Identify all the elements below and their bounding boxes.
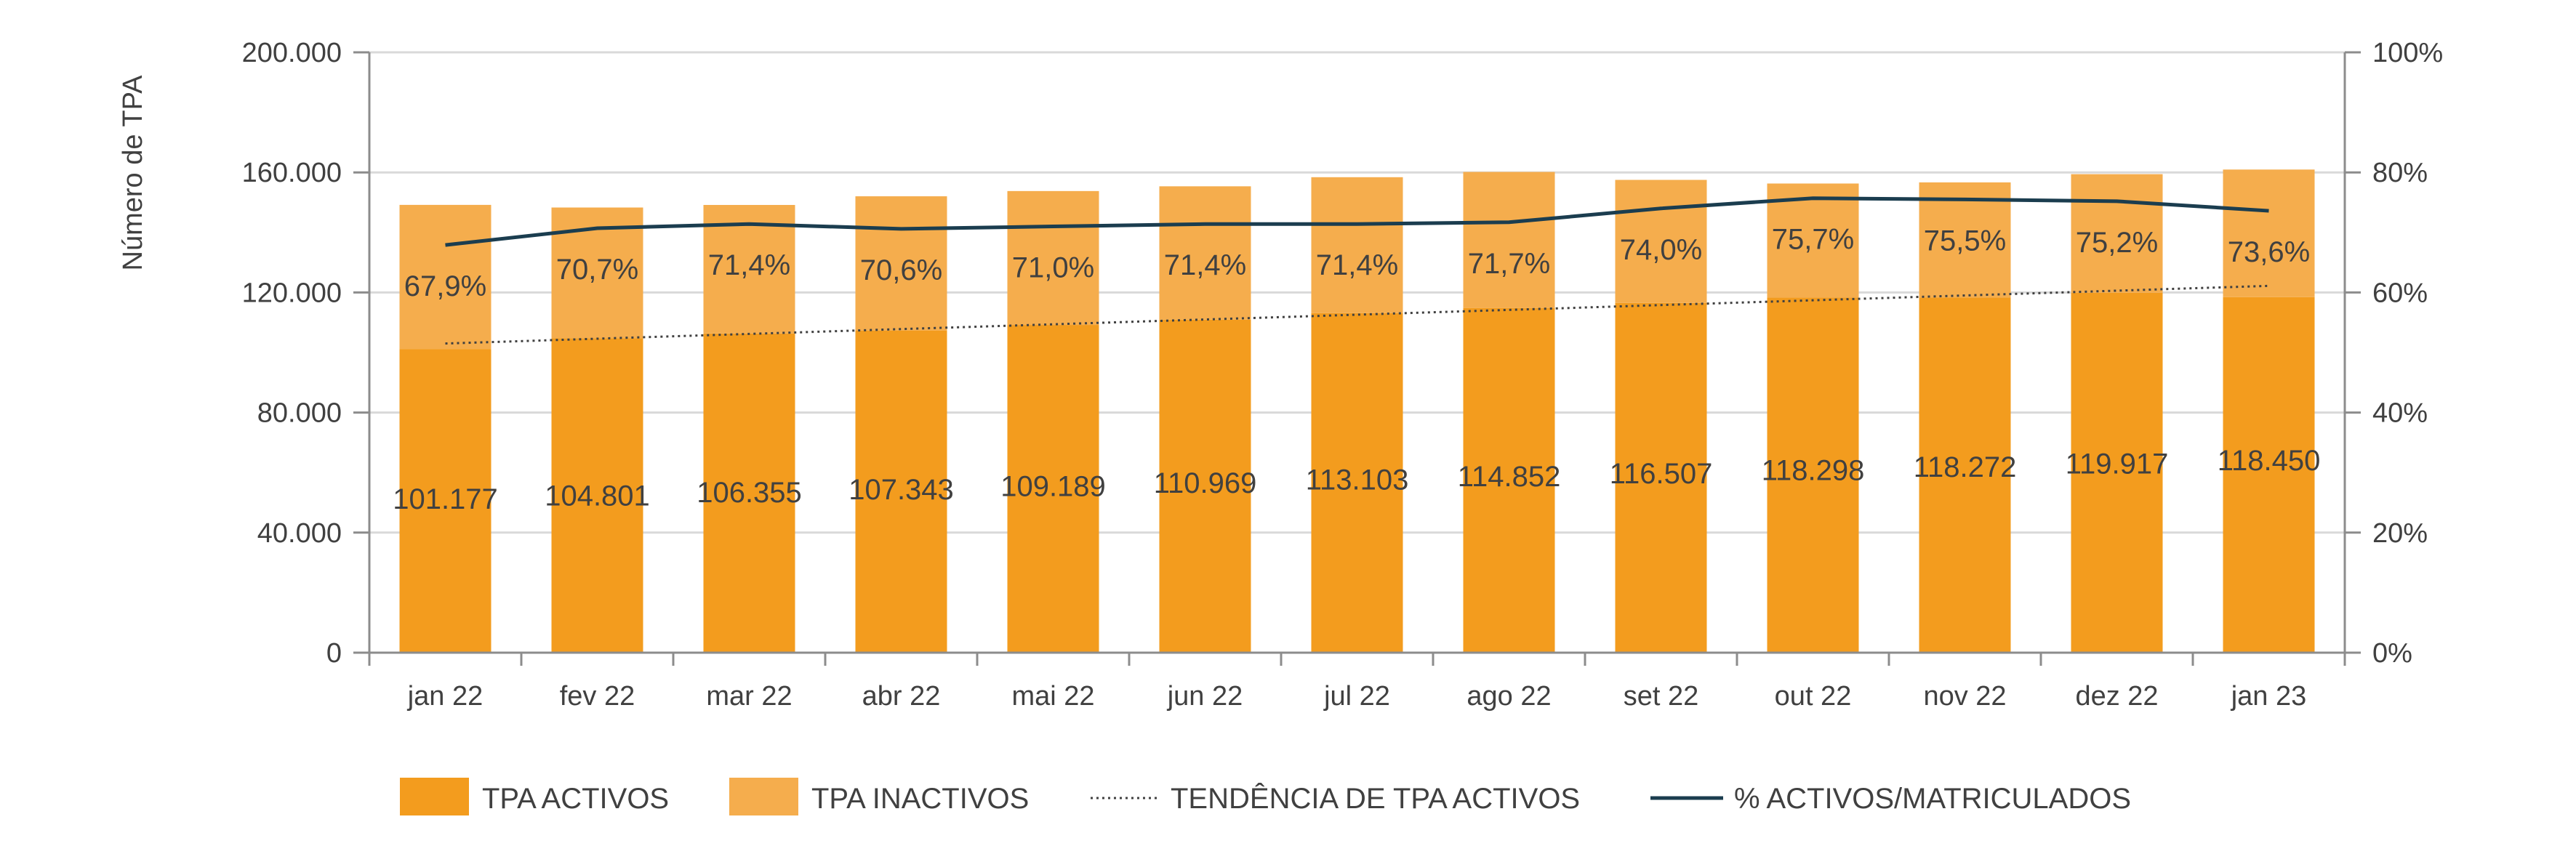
x-tick-label: abr 22 <box>862 681 941 712</box>
y2-tick-label: 40% <box>2372 398 2428 429</box>
x-tick-label: set 22 <box>1624 681 1699 712</box>
active-data-label: 110.969 <box>1154 467 1257 499</box>
active-data-label: 101.177 <box>393 483 498 515</box>
bar-tpa-activos <box>2223 297 2315 653</box>
y-tick-label: 0 <box>326 638 342 669</box>
legend: TPA ACTIVOS TPA INACTIVOS TENDÊNCIA DE TPA… <box>400 778 2131 815</box>
legend-label-pct: % ACTIVOS/MATRICULADOS <box>1734 783 2131 815</box>
x-tick-label: mai 22 <box>1011 681 1094 712</box>
x-tick-label: nov 22 <box>1923 681 2006 712</box>
bar-tpa-activos <box>1919 297 2011 653</box>
bar-tpa-inactivos <box>2223 169 2315 297</box>
y2-tick-label: 80% <box>2372 158 2428 188</box>
active-data-label: 104.801 <box>545 480 650 512</box>
bar-tpa-activos <box>1767 297 1859 653</box>
active-data-label: 113.103 <box>1306 464 1409 496</box>
bar-tpa-activos <box>1615 302 1707 653</box>
bar-tpa-inactivos <box>1159 186 1251 320</box>
active-data-label: 118.298 <box>1762 454 1865 486</box>
legend-label-trend: TENDÊNCIA DE TPA ACTIVOS <box>1171 782 1580 815</box>
x-tick-label: jan 23 <box>2231 681 2307 712</box>
bar-tpa-activos <box>703 333 795 653</box>
y-tick-label: 40.000 <box>257 518 342 549</box>
active-data-label: 119.917 <box>2066 448 2169 480</box>
bar-tpa-activos <box>1159 319 1251 653</box>
pct-data-label: 75,7% <box>1772 224 1854 256</box>
active-data-label: 106.355 <box>697 477 802 509</box>
x-tick-label: out 22 <box>1775 681 1852 712</box>
bar-tpa-inactivos <box>855 196 947 331</box>
pct-data-label: 71,4% <box>708 249 790 281</box>
bar-tpa-inactivos <box>1007 190 1099 326</box>
trend-line <box>445 284 2269 345</box>
active-data-label: 114.852 <box>1458 461 1561 493</box>
y-axis-title: Número de TPA <box>118 75 148 271</box>
pct-data-label: 70,7% <box>556 254 638 286</box>
labels-layer: 67,9% 101.177 70,7% 104.801 71,4% 106.355 70,6… <box>393 224 2320 515</box>
pct-data-label: 71,4% <box>1164 249 1246 281</box>
y-tick-label: 200.000 <box>242 38 342 68</box>
y2-tick-label: 60% <box>2372 278 2428 308</box>
active-data-label: 118.272 <box>1914 451 2017 483</box>
bar-tpa-inactivos <box>1463 172 1555 308</box>
lines-layer <box>445 196 2269 345</box>
x-tick-label: jan 22 <box>407 681 483 712</box>
bar-tpa-activos <box>855 330 947 653</box>
pct-data-label: 74,0% <box>1620 234 1702 266</box>
x-tick-label: mar 22 <box>706 681 792 712</box>
active-data-label: 118.450 <box>2218 445 2321 477</box>
legend-swatch-tpa-inactivos <box>729 778 798 815</box>
bar-tpa-inactivos <box>1615 180 1707 303</box>
x-tick-label: dez 22 <box>2075 681 2158 712</box>
pct-data-label: 71,7% <box>1468 248 1550 280</box>
y-tick-label: 160.000 <box>242 158 342 188</box>
pct-activos-line <box>445 196 2269 247</box>
bar-tpa-activos <box>1007 325 1099 653</box>
legend-swatch-tpa-activos <box>400 778 469 815</box>
pct-data-label: 75,5% <box>1924 225 2006 257</box>
bar-tpa-inactivos <box>1311 177 1403 313</box>
y2-tick-label: 100% <box>2372 38 2443 68</box>
bar-tpa-inactivos <box>399 204 491 350</box>
y-tick-label: 120.000 <box>242 278 342 308</box>
active-data-label: 109.189 <box>1000 470 1106 502</box>
bar-tpa-activos <box>551 338 643 653</box>
pct-data-label: 71,0% <box>1012 252 1094 284</box>
bar-tpa-activos <box>2071 292 2163 653</box>
x-tick-label: ago 22 <box>1466 681 1551 712</box>
bar-tpa-activos <box>1463 307 1555 653</box>
y2-tick-label: 0% <box>2372 638 2412 669</box>
pct-data-label: 67,9% <box>404 270 486 302</box>
bar-tpa-inactivos <box>2071 174 2163 293</box>
legend-label-tpa-activos: TPA ACTIVOS <box>482 783 669 815</box>
active-data-label: 107.343 <box>848 474 954 506</box>
pct-data-label: 71,4% <box>1316 249 1398 281</box>
pct-data-label: 70,6% <box>860 254 942 286</box>
x-tick-label: jul 22 <box>1323 681 1390 712</box>
axes-layer: 0 40.000 80.000 120.000 160.000 200.000 0% 20% 4… <box>242 38 2444 712</box>
pct-data-label: 73,6% <box>2228 236 2310 268</box>
bar-tpa-activos <box>399 349 491 653</box>
active-data-label: 116.507 <box>1610 458 1713 490</box>
legend-label-tpa-inactivos: TPA INACTIVOS <box>811 783 1029 815</box>
y2-tick-label: 20% <box>2372 518 2428 549</box>
bar-tpa-inactivos <box>1767 183 1859 298</box>
bar-tpa-inactivos <box>1919 182 2011 298</box>
x-tick-label: jun 22 <box>1167 681 1243 712</box>
pct-data-label: 75,2% <box>2076 227 2158 259</box>
bars-layer <box>399 169 2315 653</box>
bar-tpa-activos <box>1311 313 1403 653</box>
y-tick-label: 80.000 <box>257 398 342 429</box>
x-tick-label: fev 22 <box>560 681 635 712</box>
